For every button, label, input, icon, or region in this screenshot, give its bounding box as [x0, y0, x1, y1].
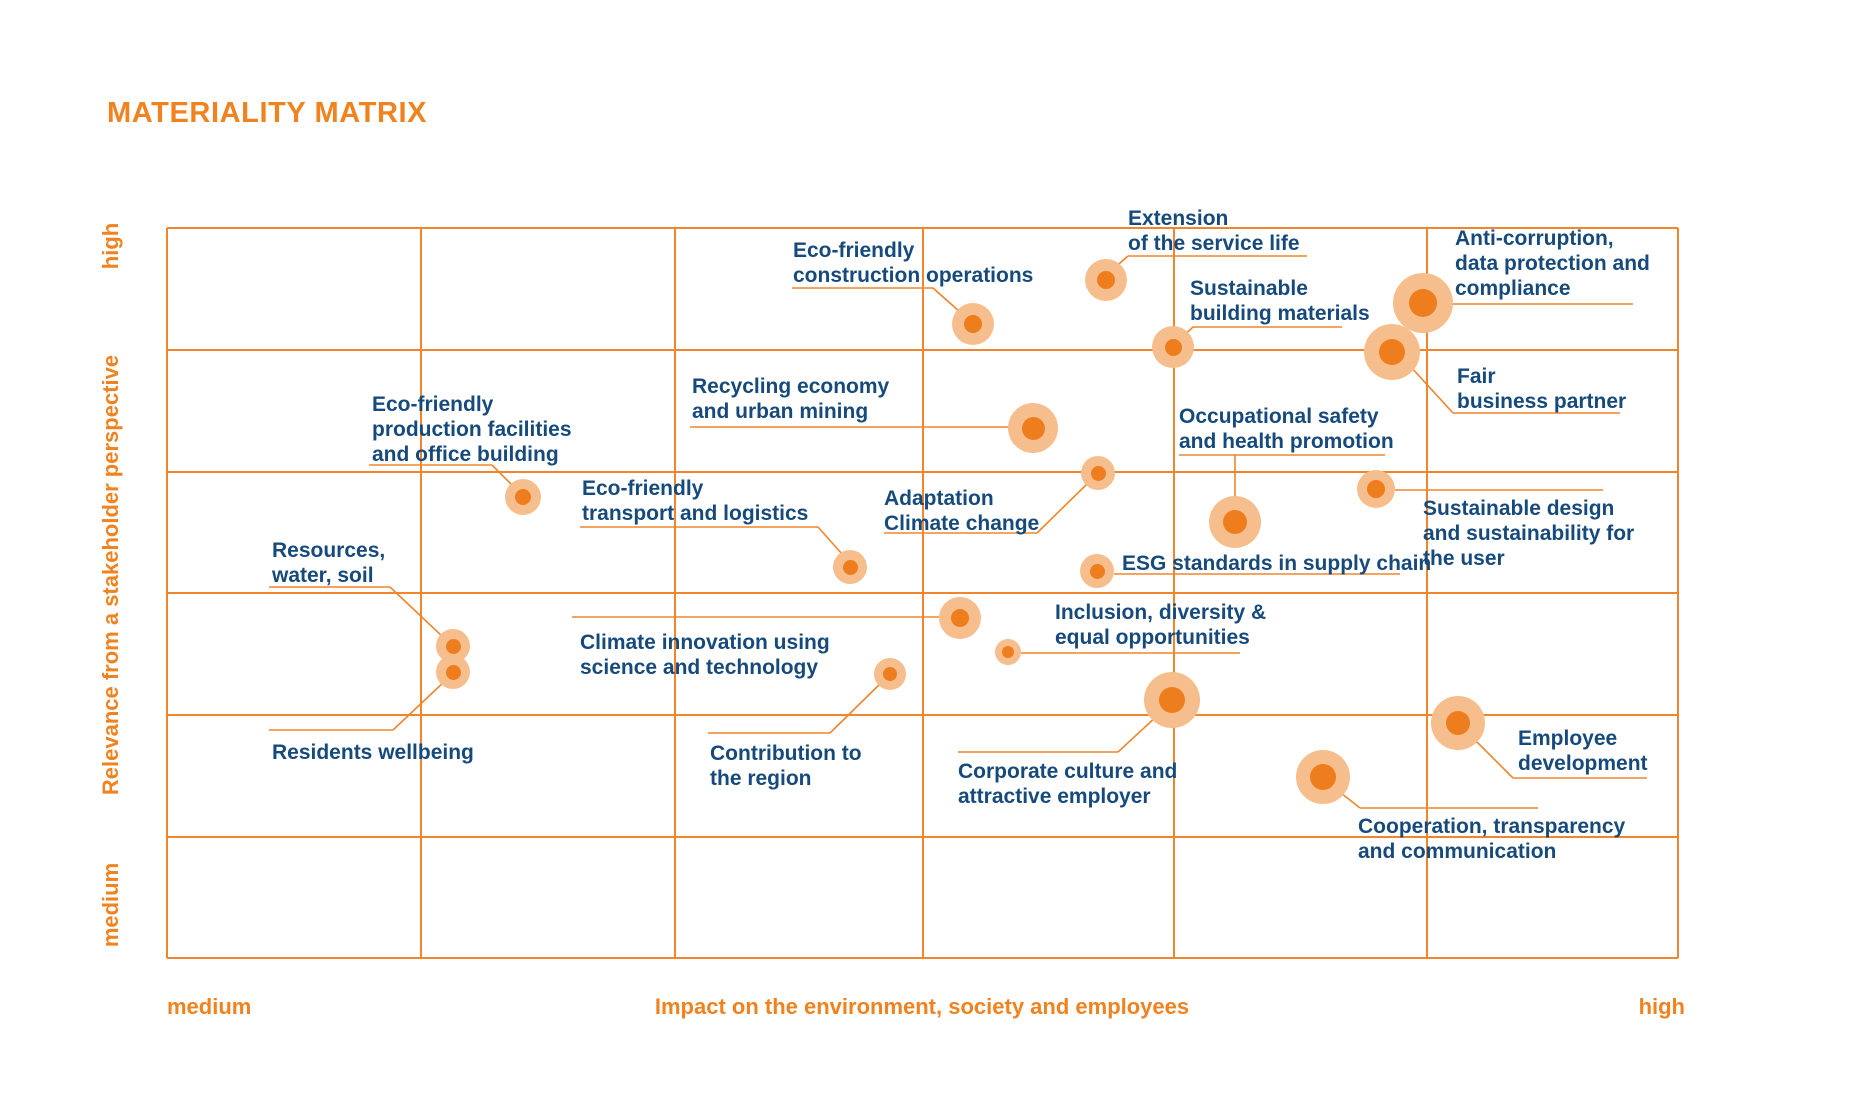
bubble-dot-contribution_region [883, 667, 897, 681]
point-label-climate_innovation: Climate innovation using science and tech… [580, 631, 830, 679]
bubble-dot-extension_service_life [1097, 271, 1115, 289]
point-label-eco_transport: Eco-friendly transport and logistics [582, 477, 809, 525]
x-axis-label: Impact on the environment, society and e… [654, 994, 1190, 1019]
point-label-residents_wellbeing: Residents wellbeing [272, 741, 474, 764]
point-label-extension_service_life: Extension of the service life [1128, 207, 1300, 255]
bubble-dot-corporate_culture [1159, 687, 1185, 713]
point-label-cooperation_transparency: Cooperation, transparency and communicati… [1358, 815, 1626, 863]
point-label-anti_corruption: Anti-corruption, data protection and compl… [1455, 227, 1650, 300]
bubble-dot-eco_transport [842, 559, 858, 575]
point-label-adaptation_climate_change: Adaptation Climate change [884, 487, 1040, 535]
connector-line-adaptation_climate_change [1036, 483, 1088, 534]
bubble-dot-adaptation_climate_change [1090, 465, 1106, 481]
point-label-inclusion_diversity: Inclusion, diversity & equal opportunitie… [1055, 601, 1267, 649]
connector-line-eco_transport [817, 526, 843, 555]
y-axis-tick-high: high [98, 222, 123, 270]
connector-line-residents_wellbeing [392, 679, 447, 731]
point-label-recycling_economy: Recycling economy and urban mining [692, 375, 890, 423]
point-label-sustainable_design: Sustainable design and sustainability for… [1423, 497, 1635, 570]
point-label-esg_supply_chain: ESG standards in supply chain [1122, 552, 1432, 575]
bubble-dot-inclusion_diversity [1002, 646, 1014, 658]
connector-line-fair_business_partner [1409, 365, 1454, 414]
connector-line-eco_construction [932, 287, 961, 313]
bubble-dot-climate_innovation [951, 609, 969, 627]
bubble-dot-eco_production [515, 489, 531, 505]
point-label-corporate_culture: Corporate culture and attractive employer [958, 760, 1178, 808]
point-label-contribution_region: Contribution to the region [710, 742, 862, 790]
point-label-resources_water_soil: Resources, water, soil [272, 539, 386, 587]
point-label-occupational_safety: Occupational safety and health promotion [1179, 405, 1394, 453]
connector-line-eco_production [491, 464, 512, 485]
connector-line-corporate_culture [1117, 714, 1159, 753]
x-axis-tick-high: high [1638, 994, 1685, 1019]
point-label-eco_production: Eco-friendly production facilities and off… [372, 393, 572, 466]
y-axis-tick-medium: medium [98, 862, 123, 948]
connector-line-resources_water_soil [389, 586, 445, 639]
chart-title: MATERIALITY MATRIX [107, 97, 428, 129]
y-axis-label: Relevance from a stakeholder perspective [98, 354, 123, 796]
bubble-dot-resources_water_soil [445, 638, 461, 654]
x-axis-tick-medium: medium [167, 994, 252, 1019]
bubble-dot-sustainable_design [1367, 480, 1385, 498]
bubble-dot-residents_wellbeing [445, 664, 461, 680]
point-label-sustainable_materials: Sustainable building materials [1190, 277, 1370, 325]
bubble-dot-eco_construction [964, 315, 982, 333]
bubble-dot-occupational_safety [1223, 510, 1247, 534]
point-label-eco_construction: Eco-friendly construction operations [793, 239, 1034, 287]
bubble-dot-cooperation_transparency [1310, 764, 1336, 790]
bubble-dot-recycling_economy [1021, 416, 1045, 440]
bubble-dot-employee_development [1446, 711, 1470, 735]
point-label-employee_development: Employee development [1518, 727, 1648, 775]
bubble-dot-esg_supply_chain [1089, 563, 1105, 579]
bubble-dot-anti_corruption [1409, 289, 1437, 317]
point-label-fair_business_partner: Fair business partner [1457, 365, 1627, 413]
bubble-dot-fair_business_partner [1379, 339, 1405, 365]
bubble-dot-sustainable_materials [1164, 338, 1182, 356]
connector-line-contribution_region [829, 681, 883, 734]
